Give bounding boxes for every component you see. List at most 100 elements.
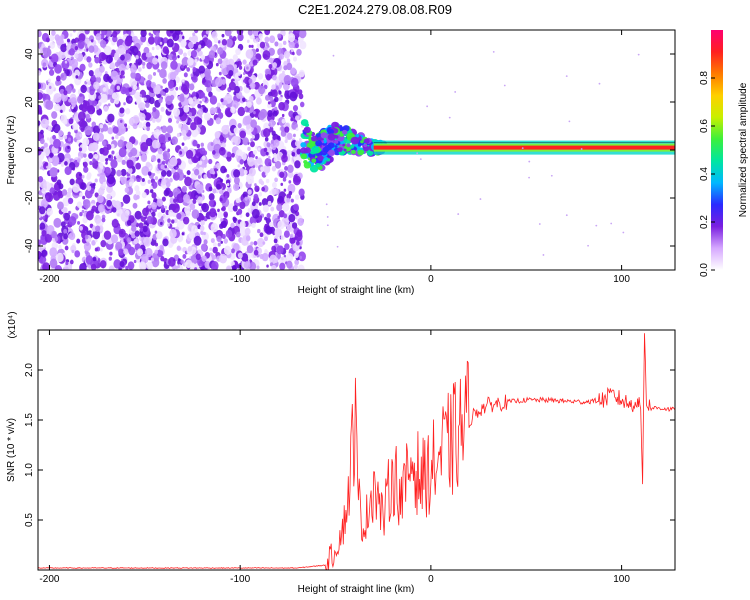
noise-blob [180,39,187,48]
noise-blob [261,252,269,262]
noise-blob [250,141,255,148]
sparse-dot [416,152,419,155]
noise-blob [191,225,198,234]
noise-blob [228,70,234,77]
transition-blob [315,163,321,168]
noise-blob [146,112,152,120]
noise-blob [195,253,201,261]
noise-blob [92,132,100,142]
noise-blob [235,231,241,238]
noise-blob [132,84,138,91]
noise-blob [265,225,273,235]
noise-blob [153,35,161,45]
noise-blob [100,240,107,248]
noise-blob [119,260,125,268]
noise-blob [233,183,240,191]
noise-blob [219,197,223,202]
noise-blob [190,122,197,131]
noise-blob [171,219,175,224]
noise-blob [215,62,219,67]
noise-blob [61,189,68,196]
noise-blob [274,106,278,111]
noise-blob [221,233,226,240]
transition-blob [315,140,323,147]
noise-blob [140,228,143,232]
noise-blob [145,102,150,108]
noise-blob [181,129,187,137]
noise-blob [258,85,266,95]
noise-blob [169,30,175,34]
noise-blob [209,247,213,252]
noise-blob [106,199,112,207]
noise-blob [138,103,142,109]
noise-blob [112,35,118,43]
noise-blob [142,61,146,66]
noise-blob [223,211,228,218]
noise-blob [209,107,216,115]
noise-blob [272,110,278,117]
noise-blob [224,195,228,200]
noise-blob [273,157,278,163]
noise-blob [165,95,173,105]
noise-blob [60,72,67,81]
noise-blob [101,146,109,156]
noise-blob [120,54,125,61]
noise-blob [239,213,243,218]
noise-blob [176,245,181,251]
noise-blob [128,151,133,158]
noise-blob [166,38,174,48]
noise-blob [284,126,290,133]
noise-blob [277,220,285,230]
noise-blob [188,36,193,42]
noise-blob [192,91,197,97]
noise-blob [166,170,172,177]
noise-blob [271,84,276,91]
noise-blob [198,166,204,174]
noise-blob [284,139,288,144]
noise-blob [45,192,54,203]
noise-blob [111,66,115,71]
noise-blob [295,240,300,246]
noise-blob [134,72,142,82]
noise-blob [63,90,68,96]
noise-blob [64,60,68,64]
noise-blob [92,100,98,107]
noise-blob [127,261,135,270]
noise-blob [170,60,178,70]
noise-blob [118,228,126,238]
noise-blob [116,85,121,90]
noise-blob [68,210,71,215]
snr-frame-bg [38,330,675,570]
noise-blob [200,91,206,99]
noise-blob [68,109,72,113]
noise-blob [160,106,165,112]
noise-blob [278,96,283,102]
noise-blob [172,32,180,42]
noise-blob [122,194,131,204]
noise-blob [255,48,259,53]
noise-blob [74,69,81,77]
noise-blob [172,54,177,62]
noise-blob [217,208,220,213]
noise-blob [66,38,71,43]
noise-blob [147,200,151,205]
noise-blob [245,49,254,59]
y-tick-label: 20 [24,96,35,108]
noise-blob [295,127,299,132]
noise-blob [43,147,51,157]
transition-blob [363,138,370,144]
noise-blob [268,35,276,44]
sparse-dot [492,51,495,53]
transition-blob [349,144,355,149]
noise-blob [276,245,284,255]
noise-blob [52,126,56,130]
noise-blob [128,87,133,93]
noise-blob [60,109,63,113]
noise-blob [159,244,164,251]
noise-blob [217,108,222,114]
noise-blob [58,130,64,137]
noise-blob [256,43,261,48]
noise-blob [192,32,196,37]
noise-blob [187,245,193,252]
noise-blob [208,199,214,207]
